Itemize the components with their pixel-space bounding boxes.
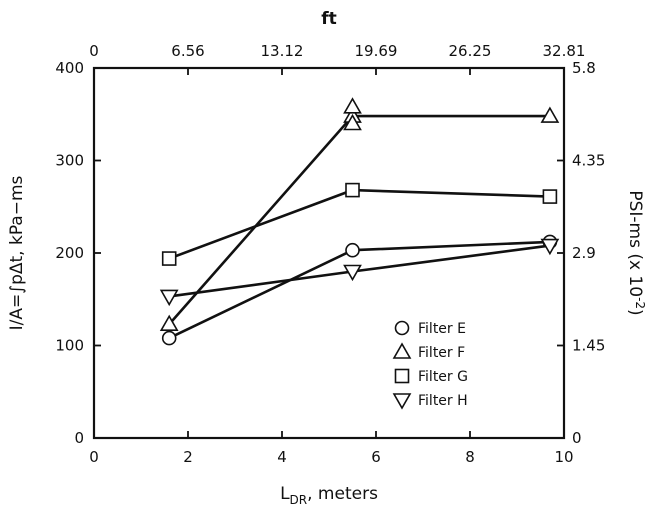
x-axis-title-main: L <box>280 484 290 504</box>
x-axis-title-suffix: , meters <box>307 484 378 504</box>
right-tick-label: 1.45 <box>572 337 605 355</box>
x-tick-label: 8 <box>465 448 475 466</box>
series-line <box>168 114 550 326</box>
data-point <box>540 106 560 123</box>
legend-label: Filter E <box>418 321 466 337</box>
x-tick-label: 4 <box>277 448 287 466</box>
series-triangle-up <box>159 97 560 332</box>
top-tick-label: 32.81 <box>543 42 586 60</box>
legend-marker <box>392 393 412 410</box>
data-point <box>540 238 560 256</box>
right-axis-title: PSI-ms (x 10-2) <box>625 190 647 315</box>
right-axis-title-main: PSI-ms (x 10 <box>625 190 645 297</box>
top-tick-label: 13.12 <box>261 42 304 60</box>
series-triangle-down <box>159 238 560 307</box>
right-axis-title-sup: -2 <box>633 297 647 309</box>
top-tick-label: 6.56 <box>171 42 204 60</box>
data-point <box>343 97 362 114</box>
data-point <box>161 330 177 346</box>
x-axis-title-sub: DR <box>290 493 308 506</box>
top-tick-label: 19.69 <box>355 42 398 60</box>
x-tick-label: 10 <box>554 448 573 466</box>
data-point <box>159 314 179 332</box>
right-tick-label: 4.35 <box>572 152 605 170</box>
data-point <box>345 242 360 258</box>
series-line <box>169 244 551 298</box>
series-square <box>161 182 558 266</box>
data-point <box>542 189 558 204</box>
right-tick-label: 5.8 <box>572 59 596 77</box>
data-series <box>159 97 560 346</box>
legend-marker <box>394 320 410 336</box>
x-tick-label: 2 <box>183 448 193 466</box>
y-tick-label: 400 <box>55 59 84 77</box>
right-axis-title-end: ) <box>625 309 645 316</box>
top-tick-label: 26.25 <box>449 42 492 60</box>
y-tick-label: 100 <box>55 337 84 355</box>
top-tick-label: 0 <box>89 42 99 60</box>
x-axis-title: LDR, meters <box>280 484 378 506</box>
axis-ticks: 0 2 4 6 8 100 6.56 13.12 19.69 26.25 32.8101002003… <box>55 42 605 466</box>
x-tick-label: 6 <box>371 448 381 466</box>
data-point <box>161 251 177 266</box>
top-axis-title: ft <box>321 9 337 29</box>
y-tick-label: 300 <box>55 152 84 170</box>
data-point <box>343 113 362 131</box>
legend: Filter E Filter F Filter G Filter H <box>392 320 468 410</box>
right-tick-label: 2.9 <box>572 244 596 262</box>
legend-marker <box>394 368 410 384</box>
legend-label: Filter H <box>418 393 468 409</box>
data-point <box>343 264 362 282</box>
data-point <box>345 182 360 198</box>
axis-titles: LDR, meters ft I/A=∫pΔt, kPa−ms PSI-ms (x 1… <box>7 9 647 506</box>
right-tick-label: 0 <box>572 429 582 447</box>
y-tick-label: 0 <box>74 429 84 447</box>
y-tick-label: 200 <box>55 244 84 262</box>
y-axis-title: I/A=∫pΔt, kPa−ms <box>7 175 27 330</box>
x-tick-label: 0 <box>89 448 99 466</box>
legend-label: Filter F <box>418 345 465 361</box>
series-line <box>168 188 550 260</box>
legend-label: Filter G <box>418 369 468 385</box>
data-point <box>159 289 179 307</box>
legend-marker <box>392 342 412 359</box>
